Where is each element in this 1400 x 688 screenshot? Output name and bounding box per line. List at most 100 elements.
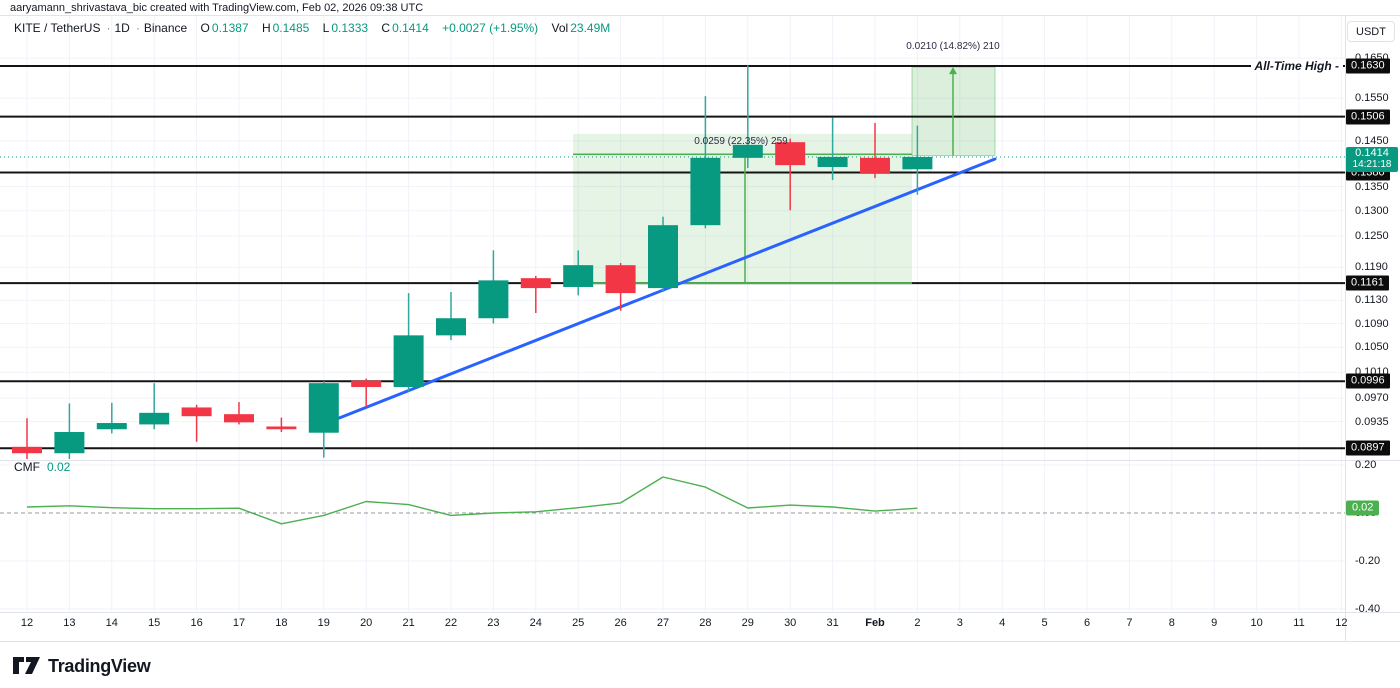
- candle-jan-28: [690, 157, 721, 226]
- time-axis-label: 10: [1250, 617, 1263, 629]
- close-key: C: [381, 21, 391, 35]
- time-axis-label: 28: [699, 617, 712, 629]
- open-key: O: [200, 21, 210, 35]
- time-axis-label: 15: [148, 617, 161, 629]
- tradingview-footer: TradingView: [13, 653, 151, 679]
- time-axis-label: 30: [784, 617, 797, 629]
- candle-jan-14: [96, 423, 127, 430]
- price-tick-label: 0.1190: [1355, 261, 1388, 274]
- interval-label: 1D: [114, 21, 130, 35]
- price-level-badge: 0.1161: [1346, 275, 1389, 291]
- time-axis-label: 8: [1168, 617, 1175, 629]
- price-tick-label: 0.1250: [1355, 229, 1389, 242]
- time-axis-label: 5: [1041, 617, 1048, 629]
- cmf-tick-label: -0.40: [1355, 603, 1381, 615]
- current-price-value: 0.1414: [1355, 147, 1389, 159]
- time-axis-label: 25: [572, 617, 585, 629]
- candle-feb-2: [902, 156, 933, 170]
- legend-separator: ·: [106, 21, 111, 35]
- time-axis-label: Feb: [865, 617, 885, 629]
- time-axis-label: 22: [444, 617, 458, 629]
- time-axis-label: 3: [956, 617, 963, 629]
- attribution-text: aaryamann_shrivastava_bic created with T…: [10, 2, 424, 14]
- candle-jan-15: [139, 412, 170, 425]
- tradingview-logo-text: TradingView: [48, 655, 151, 676]
- candle-jan-24: [520, 278, 551, 289]
- cmf-tick-label: -0.20: [1355, 555, 1381, 567]
- time-axis-label: 27: [656, 617, 670, 629]
- measure-label-projection[interactable]: 0.0210 (14.82%) 210: [906, 41, 1000, 52]
- candle-jan-31: [817, 156, 848, 167]
- time-axis-label: 12: [20, 617, 34, 629]
- tradingview-logo-icon: [13, 657, 40, 674]
- high-key: H: [261, 21, 271, 35]
- trendline-drawing[interactable]: [322, 157, 997, 426]
- price-tick-label: 0.0970: [1355, 392, 1389, 405]
- time-axis-label: 9: [1211, 617, 1218, 629]
- time-axis-label: 11: [1293, 617, 1305, 629]
- cmf-name: CMF: [14, 460, 40, 474]
- volume-value: 23.49M: [570, 21, 611, 35]
- candle-jan-26: [605, 265, 636, 294]
- candle-jan-23: [478, 280, 509, 319]
- legend-separator: ·: [135, 21, 140, 35]
- close-value: 0.1414: [392, 21, 429, 35]
- candle-jan-19: [308, 383, 339, 433]
- time-axis-label: 23: [487, 617, 500, 629]
- time-axis-label: 12: [1335, 617, 1348, 629]
- candle-jan-22: [436, 318, 466, 336]
- candle-jan-13: [54, 432, 85, 454]
- time-axis-label: 19: [317, 617, 330, 629]
- volume-key: Vol: [551, 21, 569, 35]
- time-axis-label: 6: [1083, 617, 1091, 629]
- price-tick-label: 0.1350: [1355, 180, 1389, 193]
- price-tick-label: 0.1550: [1355, 92, 1389, 105]
- price-level-badge: 0.1506: [1346, 109, 1390, 125]
- time-axis-label: 4: [999, 617, 1006, 629]
- symbol-name: KITE / TetherUS: [14, 21, 101, 35]
- time-axis-label: 29: [741, 617, 754, 629]
- all-time-high-label[interactable]: All-Time High -: [1250, 59, 1343, 73]
- change-value: +0.0027 (+1.95%): [442, 21, 539, 35]
- candle-jan-21: [393, 335, 424, 388]
- current-price-label: 0.1414 14:21:18: [1346, 147, 1398, 172]
- currency-toggle-button[interactable]: USDT: [1347, 21, 1395, 42]
- cmf-line: [26, 476, 918, 525]
- low-key: L: [322, 21, 330, 35]
- price-tick-label: 0.1130: [1355, 294, 1388, 307]
- candle-jan-29: [732, 144, 763, 158]
- time-axis-label: 21: [402, 617, 415, 629]
- cmf-value: 0.02: [47, 460, 71, 474]
- high-value: 0.1485: [272, 21, 310, 35]
- price-tick-label: 0.0935: [1355, 415, 1389, 428]
- price-level-badge: 0.0897: [1346, 440, 1390, 456]
- candle-jan-16: [181, 407, 212, 417]
- time-axis-label: 31: [826, 617, 839, 629]
- time-axis-label: 13: [63, 617, 76, 629]
- measure-label-mid[interactable]: 0.0259 (22.35%) 259: [694, 136, 788, 147]
- price-level-badge: 0.1630: [1346, 58, 1390, 74]
- time-axis-label: 24: [529, 617, 542, 629]
- exchange-label: Binance: [143, 21, 188, 35]
- time-axis-label: 7: [1126, 617, 1133, 629]
- open-value: 0.1387: [211, 21, 249, 35]
- candle-jan-27: [648, 225, 678, 289]
- cmf-indicator-legend[interactable]: CMF 0.02: [14, 460, 70, 474]
- candle-jan-17: [224, 414, 254, 423]
- low-value: 0.1333: [331, 21, 369, 35]
- symbol-legend[interactable]: KITE / TetherUS · 1D · Binance O 0.1387 H 0.14…: [14, 21, 612, 35]
- price-tick-label: 0.1090: [1355, 317, 1389, 330]
- candle-jan-30: [775, 142, 806, 166]
- time-axis-label: 26: [614, 617, 627, 629]
- time-axis-label: 17: [232, 617, 246, 629]
- time-axis-label: 14: [105, 617, 118, 629]
- cmf-tick-label: 0.20: [1355, 459, 1377, 471]
- time-axis-label: 16: [190, 617, 203, 629]
- candle-jan-18: [266, 426, 297, 430]
- price-tick-label: 0.1050: [1355, 341, 1389, 354]
- candle-feb-1: [860, 157, 890, 173]
- candle-jan-25: [563, 265, 594, 287]
- time-axis-label: 20: [360, 617, 373, 629]
